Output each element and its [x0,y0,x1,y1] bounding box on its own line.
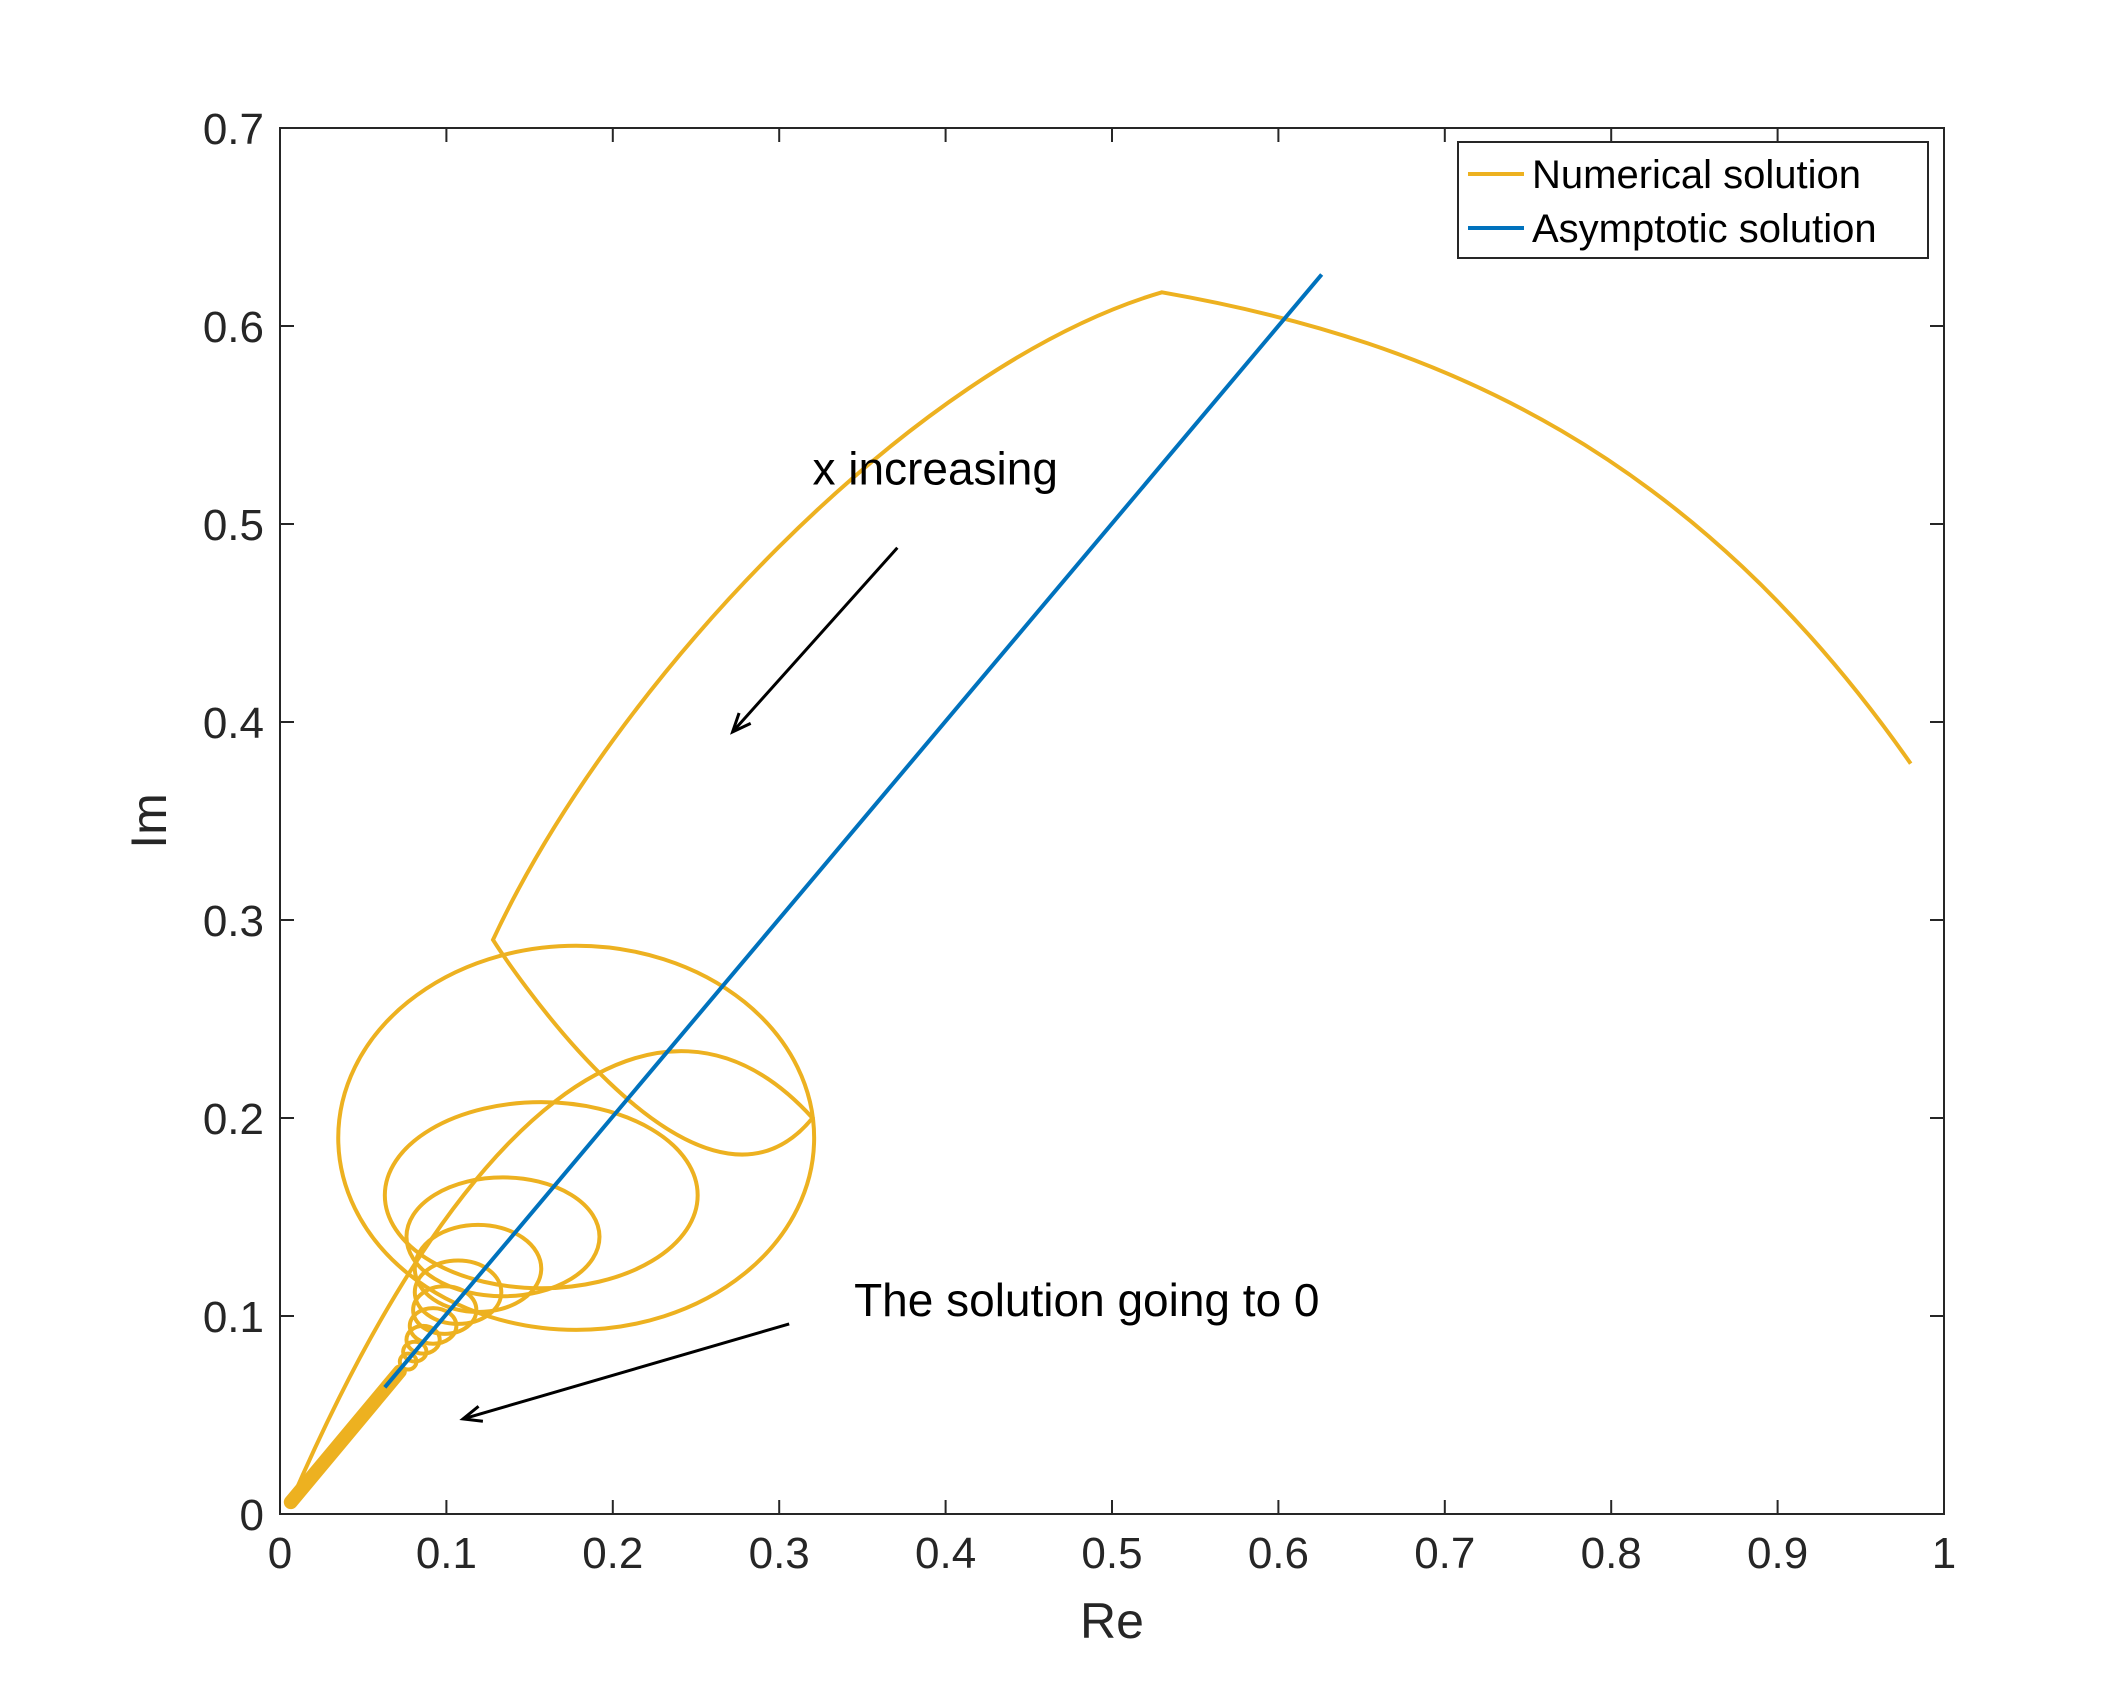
y-tick-label: 0.7 [203,105,264,154]
annotation-arrow [462,1322,790,1421]
x-tick-label: 0.8 [1581,1529,1642,1578]
y-tick-labels: 0 0.1 0.2 0.3 0.4 0.5 0.6 0.7 [203,105,264,1540]
y-tick-label: 0.2 [203,1095,264,1144]
x-tick-label: 0.4 [915,1529,976,1578]
x-tick-label: 0.9 [1747,1529,1808,1578]
numerical-solution-curve [288,290,1913,1503]
x-tick-label: 1 [1932,1529,1956,1578]
x-tick-label: 0.2 [582,1529,643,1578]
y-tick-label: 0.3 [203,897,264,946]
x-tick-label: 0.7 [1414,1529,1475,1578]
legend: Numerical solution Asymptotic solution [1457,141,1929,259]
y-tick-label: 0.5 [203,501,264,550]
y-tick-label: 0.6 [203,303,264,352]
annotation-arrowhead [459,1405,484,1423]
numerical-solution-loop [336,943,817,1332]
numerical-solution-loop [411,1284,479,1336]
y-tick-label: 0 [240,1491,264,1540]
numerical-solution-loop [407,1306,459,1346]
x-tick-label: 0.1 [416,1529,477,1578]
x-tick-labels: 0 0.1 0.2 0.3 0.4 0.5 0.6 0.7 0.8 0.9 1 [268,1529,1956,1578]
x-tick-label: 0.6 [1248,1529,1309,1578]
axis-ticks [279,127,1945,1515]
x-axis-label: Re [1080,1593,1144,1649]
x-tick-label: 0 [268,1529,292,1578]
series-layer [283,273,1913,1510]
legend-label-asymptotic: Asymptotic solution [1532,207,1877,251]
y-axis-label: Im [121,793,177,849]
annotation-text: x increasing [812,442,1057,494]
numerical-solution-tail [283,1364,407,1510]
asymptotic-solution-line [383,273,1324,1389]
numerical-solution-loop [404,1323,442,1356]
legend-box [1457,141,1929,259]
numerical-solution-loop [397,1351,419,1372]
legend-label-numerical: Numerical solution [1532,153,1861,197]
annotation-arrow [731,546,899,733]
annotation-arrowhead [730,712,752,735]
x-tick-label: 0.5 [1081,1529,1142,1578]
annotation-layer: x increasing The solution going to 0 [459,442,1320,1423]
y-tick-label: 0.4 [203,699,264,748]
numerical-solution-loop [382,1100,700,1291]
annotation-text: The solution going to 0 [854,1274,1319,1326]
x-tick-label: 0.3 [749,1529,810,1578]
y-tick-label: 0.1 [203,1293,264,1342]
